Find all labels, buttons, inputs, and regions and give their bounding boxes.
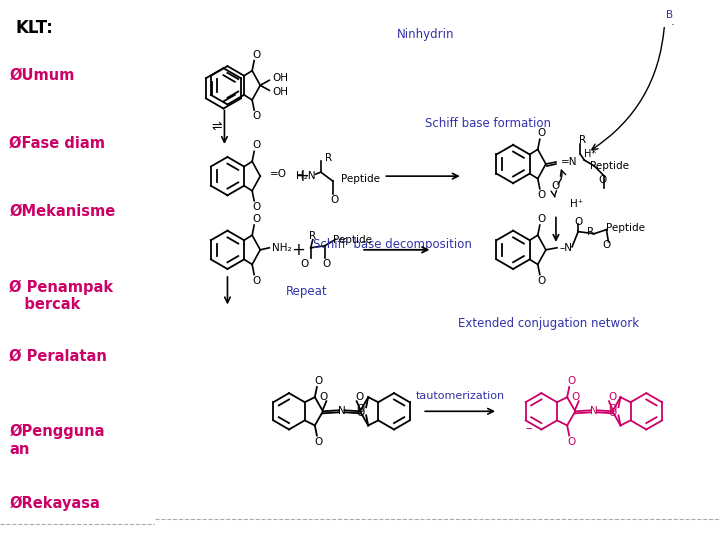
- Text: O: O: [356, 408, 364, 418]
- Text: O: O: [538, 190, 546, 200]
- Text: –N: –N: [560, 243, 573, 253]
- Text: ØMekanisme: ØMekanisme: [9, 204, 115, 219]
- Text: ØRekayasa: ØRekayasa: [9, 496, 100, 511]
- Text: N: N: [590, 406, 598, 416]
- Text: tautomerization: tautomerization: [416, 391, 505, 401]
- Text: O: O: [323, 259, 331, 269]
- Text: O: O: [252, 214, 261, 224]
- Text: Peptide: Peptide: [590, 161, 629, 171]
- Text: Peptide: Peptide: [333, 235, 372, 245]
- Text: +: +: [296, 167, 310, 185]
- Text: =O: =O: [270, 169, 287, 179]
- Text: R: R: [325, 153, 333, 163]
- Text: O: O: [252, 50, 261, 59]
- Text: R: R: [579, 135, 586, 145]
- Text: O: O: [315, 436, 323, 447]
- Text: ØPengguna
an: ØPengguna an: [9, 424, 105, 457]
- Text: =N: =N: [561, 157, 577, 167]
- Text: O: O: [252, 275, 261, 286]
- Text: Ø Penampak
   bercak: Ø Penampak bercak: [9, 279, 114, 312]
- Text: ⇌: ⇌: [211, 120, 222, 133]
- Text: Schiff base formation: Schiff base formation: [425, 117, 551, 130]
- Text: O: O: [538, 214, 546, 224]
- Text: R: R: [309, 231, 316, 241]
- Text: O: O: [598, 175, 606, 185]
- Text: ·: ·: [670, 19, 675, 32]
- Text: Repeat: Repeat: [286, 285, 328, 298]
- Text: –: –: [525, 422, 531, 435]
- Text: O: O: [574, 217, 582, 227]
- Text: H₂N: H₂N: [296, 171, 316, 181]
- Text: KLT:: KLT:: [16, 19, 53, 37]
- Text: Ninhydrin: Ninhydrin: [397, 28, 454, 42]
- Text: H*: H*: [584, 149, 596, 159]
- Text: Peptide: Peptide: [341, 174, 380, 184]
- Text: Schiff  base decomposition: Schiff base decomposition: [312, 238, 472, 251]
- Text: O: O: [538, 275, 546, 286]
- Text: Extended conjugation network: Extended conjugation network: [458, 317, 639, 330]
- Text: O: O: [252, 111, 261, 121]
- Text: O: O: [319, 392, 328, 402]
- Text: Peptide: Peptide: [606, 222, 645, 233]
- Text: ØUmum: ØUmum: [9, 68, 75, 83]
- Text: B: B: [666, 10, 673, 19]
- Text: O: O: [567, 376, 575, 386]
- Text: O: O: [603, 240, 611, 250]
- Text: +: +: [292, 241, 305, 259]
- Text: O: O: [315, 376, 323, 386]
- Text: O: O: [608, 404, 616, 414]
- Text: O: O: [608, 408, 616, 418]
- Text: O: O: [552, 181, 560, 191]
- Text: OH: OH: [272, 87, 288, 97]
- Text: O: O: [572, 392, 580, 402]
- Text: ØFase diam: ØFase diam: [9, 136, 105, 151]
- Text: O: O: [252, 202, 261, 212]
- Text: NH₂: NH₂: [272, 243, 292, 253]
- Text: N: N: [338, 406, 346, 416]
- Text: Ø Peralatan: Ø Peralatan: [9, 348, 107, 363]
- Text: O: O: [567, 436, 575, 447]
- Text: O: O: [356, 404, 364, 414]
- Text: O: O: [252, 140, 261, 150]
- Text: R: R: [587, 227, 594, 237]
- Text: O: O: [330, 195, 339, 205]
- Text: H⁺: H⁺: [570, 199, 582, 210]
- Text: O: O: [356, 392, 364, 402]
- Text: O: O: [608, 392, 616, 402]
- Text: O: O: [538, 128, 546, 138]
- Text: OH: OH: [272, 73, 288, 83]
- Text: O: O: [300, 259, 309, 269]
